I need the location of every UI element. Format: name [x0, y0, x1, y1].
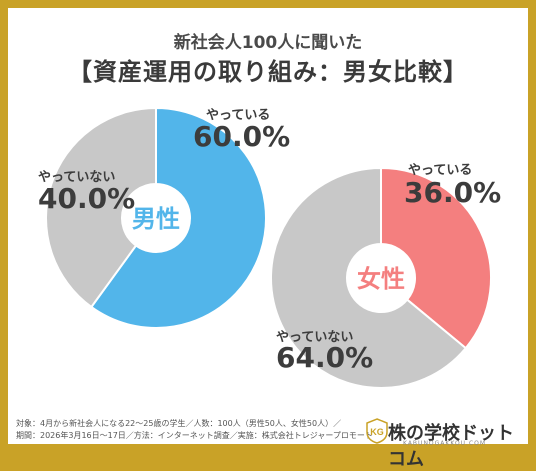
pie-male-center — [122, 184, 190, 252]
male-yes-value: 60.0% — [193, 120, 291, 153]
logo-mark-text: KG — [370, 427, 384, 437]
female-no-value: 64.0% — [276, 341, 374, 374]
female-no-label: やっていない — [276, 330, 354, 345]
pie-female-center — [347, 244, 415, 312]
male-no-value: 40.0% — [38, 182, 136, 215]
logo-shield-icon: KG — [366, 418, 388, 444]
chart-subtitle: 新社会人100人に聞いた — [173, 33, 363, 53]
male-no-label: やっていない — [38, 170, 116, 185]
footnote-line2: 期間：2026年3月16日〜17日／方法：インターネット調査／実施：株式会社トレ… — [16, 431, 373, 440]
female-yes-label: やっている — [408, 163, 473, 178]
footnote-line1: 対象：4月から新社会人になる22〜25歳の学生／人数：100人（男性50人、女性… — [16, 419, 342, 428]
female-center-label: 女性 — [357, 265, 405, 293]
male-center-label: 男性 — [132, 205, 180, 233]
female-yes-value: 36.0% — [404, 176, 502, 209]
male-yes-label: やっている — [206, 108, 271, 123]
chart-title: 【資産運用の取り組み：男女比較】 — [68, 58, 468, 86]
pie-female: 女性 — [270, 166, 492, 389]
pie-male: 男性 — [45, 106, 267, 329]
infographic-frame: 新社会人100人に聞いた 【資産運用の取り組み：男女比較】 男性 女性 やってい… — [8, 8, 528, 470]
charts-svg: 男性 女性 — [45, 106, 492, 389]
logo-subtext: KABUNOGAKKOU.COM — [403, 440, 487, 447]
